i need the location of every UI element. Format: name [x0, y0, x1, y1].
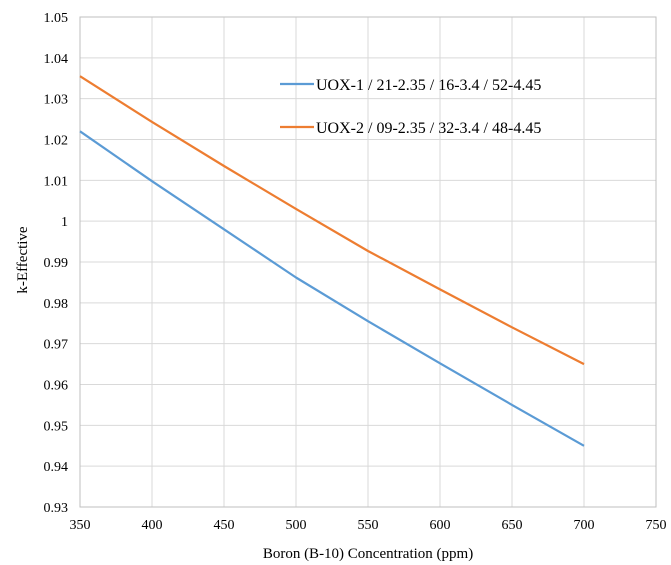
y-tick-label: 0.94 — [44, 460, 69, 475]
x-tick-label: 750 — [646, 518, 667, 533]
y-tick-label: 0.93 — [44, 501, 69, 516]
x-tick-label: 650 — [502, 518, 523, 533]
x-axis-title: Boron (B-10) Concentration (ppm) — [263, 546, 473, 562]
plot-area-frame — [79, 16, 657, 508]
x-tick-label: 550 — [358, 518, 379, 533]
y-tick-label: 1.05 — [44, 11, 69, 26]
x-axis-ticks: 350 400 450 500 550 600 650 700 750 — [70, 518, 667, 533]
series-line-2 — [79, 75, 585, 366]
x-tick-label: 700 — [574, 518, 595, 533]
x-tick-label: 350 — [70, 518, 91, 533]
legend: UOX-1 / 21-2.35 / 16-3.4 / 52-4.45 UOX-2 … — [280, 77, 541, 137]
y-tick-label: 1 — [61, 215, 68, 230]
x-tick-label: 450 — [214, 518, 235, 533]
legend-label-1: UOX-1 / 21-2.35 / 16-3.4 / 52-4.45 — [316, 77, 541, 94]
x-tick-label: 400 — [142, 518, 163, 533]
y-tick-label: 0.97 — [44, 338, 69, 353]
y-tick-label: 0.96 — [44, 379, 69, 394]
y-tick-label: 1.02 — [44, 134, 69, 149]
series-line-1 — [79, 130, 585, 447]
y-tick-label: 1.03 — [44, 93, 69, 108]
y-tick-label: 0.98 — [44, 297, 69, 312]
y-tick-label: 1.04 — [44, 52, 69, 67]
y-tick-label: 1.01 — [44, 174, 69, 189]
x-tick-label: 500 — [286, 518, 307, 533]
y-tick-label: 0.95 — [44, 419, 69, 434]
plot-border — [79, 16, 657, 508]
x-tick-label: 600 — [430, 518, 451, 533]
series-lines — [79, 75, 585, 447]
legend-label-2: UOX-2 / 09-2.35 / 32-3.4 / 48-4.45 — [316, 120, 541, 137]
y-axis-ticks: 0.93 0.94 0.95 0.96 0.97 0.98 0.99 1 1.01 1.02 1.0… — [44, 11, 69, 516]
y-tick-label: 0.99 — [44, 256, 69, 271]
y-axis-title: k-Effective — [15, 226, 31, 294]
